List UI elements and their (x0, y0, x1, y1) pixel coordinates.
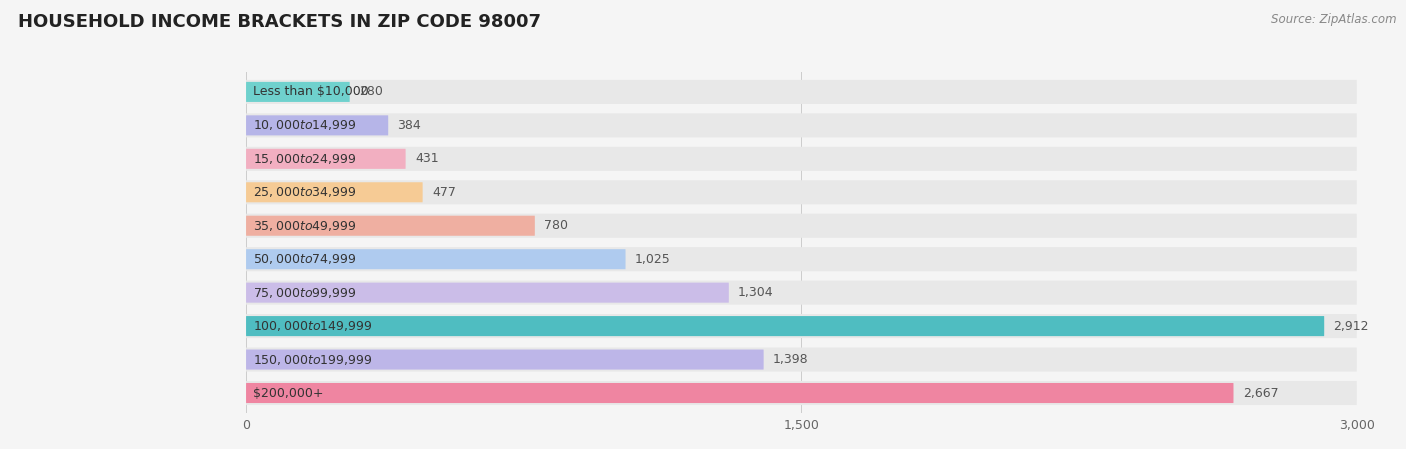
Text: $10,000 to $14,999: $10,000 to $14,999 (253, 119, 356, 132)
FancyBboxPatch shape (246, 180, 1357, 204)
Text: $200,000+: $200,000+ (253, 387, 323, 400)
FancyBboxPatch shape (246, 115, 388, 136)
Text: $100,000 to $149,999: $100,000 to $149,999 (253, 319, 373, 333)
Text: HOUSEHOLD INCOME BRACKETS IN ZIP CODE 98007: HOUSEHOLD INCOME BRACKETS IN ZIP CODE 98… (18, 13, 541, 31)
FancyBboxPatch shape (246, 249, 626, 269)
Text: $150,000 to $199,999: $150,000 to $199,999 (253, 352, 373, 366)
Text: 477: 477 (432, 186, 456, 199)
FancyBboxPatch shape (246, 182, 423, 202)
FancyBboxPatch shape (246, 216, 534, 236)
FancyBboxPatch shape (246, 247, 1357, 271)
FancyBboxPatch shape (246, 282, 728, 303)
Text: 1,304: 1,304 (738, 286, 773, 299)
Text: $75,000 to $99,999: $75,000 to $99,999 (253, 286, 356, 299)
FancyBboxPatch shape (246, 82, 350, 102)
Text: 2,667: 2,667 (1243, 387, 1278, 400)
Text: 280: 280 (359, 85, 382, 98)
Text: 1,025: 1,025 (636, 253, 671, 266)
Text: 1,398: 1,398 (773, 353, 808, 366)
Text: 431: 431 (415, 152, 439, 165)
FancyBboxPatch shape (246, 381, 1357, 405)
Text: 780: 780 (544, 219, 568, 232)
Text: $50,000 to $74,999: $50,000 to $74,999 (253, 252, 356, 266)
FancyBboxPatch shape (246, 316, 1324, 336)
FancyBboxPatch shape (246, 80, 1357, 104)
FancyBboxPatch shape (246, 314, 1357, 338)
Text: $25,000 to $34,999: $25,000 to $34,999 (253, 185, 356, 199)
Text: $15,000 to $24,999: $15,000 to $24,999 (253, 152, 356, 166)
FancyBboxPatch shape (246, 113, 1357, 137)
FancyBboxPatch shape (246, 214, 1357, 238)
FancyBboxPatch shape (246, 383, 1233, 403)
FancyBboxPatch shape (246, 147, 1357, 171)
Text: $35,000 to $49,999: $35,000 to $49,999 (253, 219, 356, 233)
FancyBboxPatch shape (246, 281, 1357, 305)
Text: 384: 384 (398, 119, 422, 132)
FancyBboxPatch shape (246, 349, 763, 370)
FancyBboxPatch shape (246, 149, 405, 169)
Text: Less than $10,000: Less than $10,000 (253, 85, 368, 98)
Text: Source: ZipAtlas.com: Source: ZipAtlas.com (1271, 13, 1396, 26)
Text: 2,912: 2,912 (1333, 320, 1369, 333)
FancyBboxPatch shape (246, 348, 1357, 372)
